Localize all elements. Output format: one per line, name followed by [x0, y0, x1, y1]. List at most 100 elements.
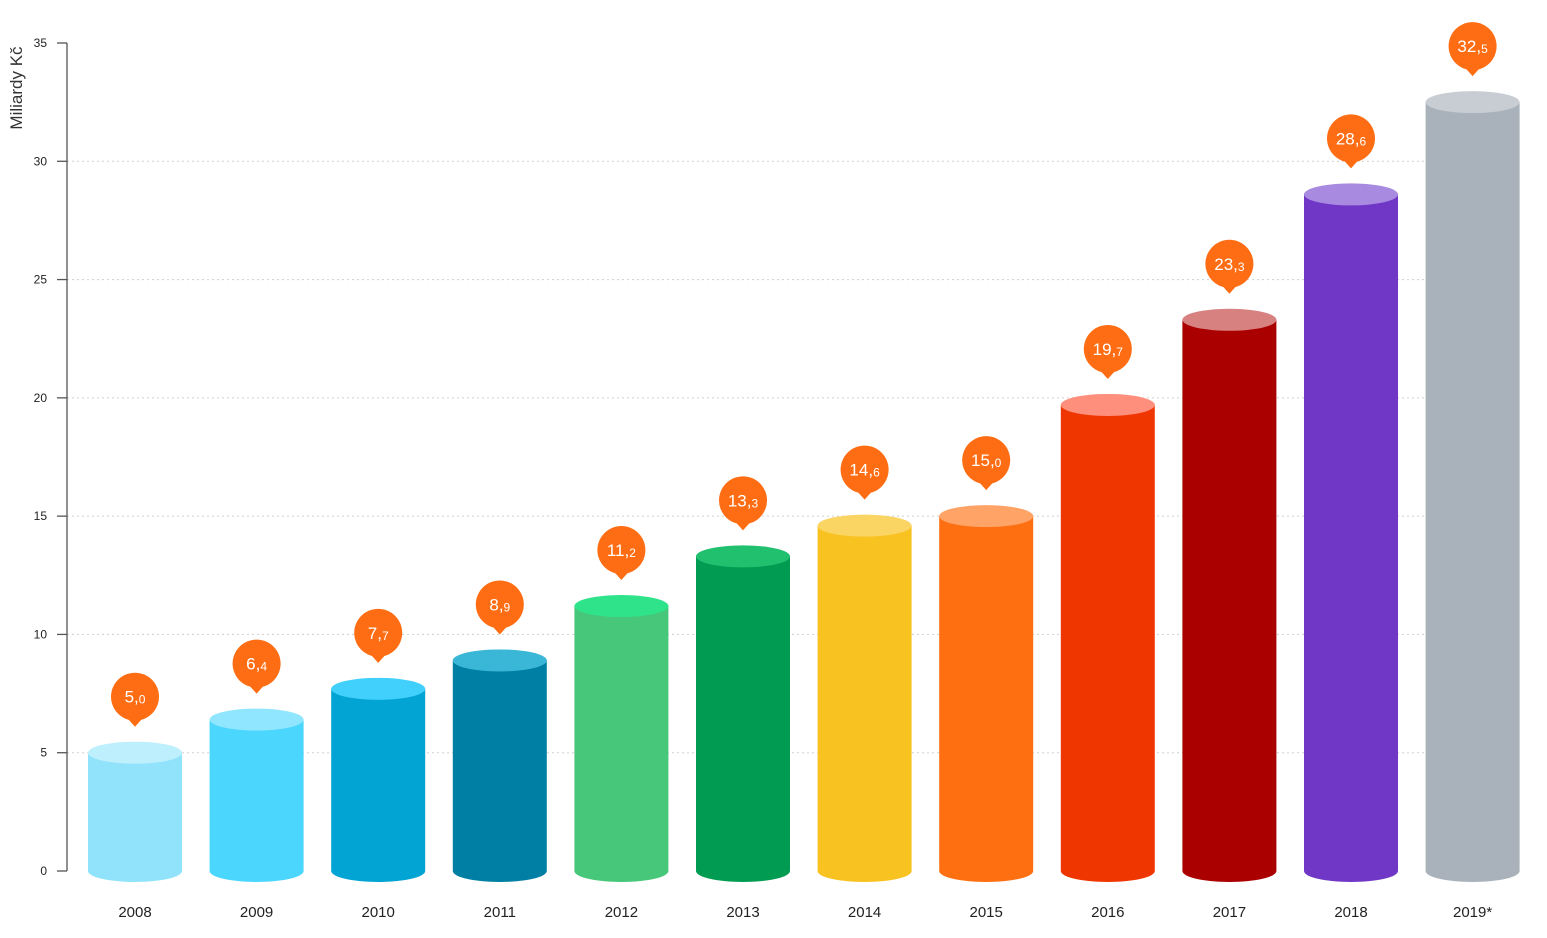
value-label: 14,6: [840, 445, 889, 500]
value-label-whole: 7,: [368, 624, 382, 643]
bar-top: [696, 545, 790, 568]
bar: [88, 741, 182, 882]
bar: [1060, 393, 1155, 883]
value-label-text: 19,7: [1093, 340, 1124, 359]
value-labels: 5,06,47,78,911,213,314,615,019,723,328,6…: [111, 22, 1497, 727]
x-tick-label: 2012: [605, 904, 638, 921]
x-tick-label: 2017: [1213, 904, 1246, 921]
bar: [1304, 183, 1398, 883]
value-label-bubble: [475, 580, 524, 629]
x-tick-label: 2014: [848, 904, 881, 921]
value-label: 8,9: [475, 580, 524, 635]
bar-top: [817, 514, 912, 537]
value-label-decimal: 0: [995, 456, 1002, 470]
value-label: 23,3: [1205, 239, 1254, 294]
value-label-text: 28,6: [1336, 129, 1367, 148]
bar-body: [88, 752, 182, 882]
value-label-text: 13,3: [728, 491, 759, 510]
x-tick-label: 2008: [118, 904, 151, 921]
value-label-text: 14,6: [849, 461, 880, 480]
y-axis: 0 5 10 15 20 25 30 35: [34, 36, 68, 878]
value-label-whole: 6,: [246, 655, 260, 674]
value-label: 5,0: [111, 672, 159, 727]
x-tick-label: 2016: [1091, 904, 1124, 921]
value-label: 15,0: [962, 436, 1011, 491]
value-label-whole: 19,: [1093, 340, 1117, 359]
bar-body: [452, 660, 547, 883]
bar: [1425, 91, 1520, 883]
y-tick-label: 15: [34, 509, 48, 523]
value-label-bubble: [1448, 22, 1497, 71]
bar-body: [1060, 404, 1155, 883]
value-label-decimal: 7: [1116, 345, 1123, 359]
bar-top: [331, 677, 426, 700]
value-label: 11,2: [597, 526, 646, 581]
value-label-whole: 15,: [971, 451, 995, 470]
x-tick-label: 2019*: [1453, 904, 1492, 921]
value-label-decimal: 3: [751, 496, 758, 510]
value-label-whole: 5,: [125, 688, 139, 707]
value-label-text: 32,5: [1457, 37, 1488, 56]
y-tick-label: 35: [34, 36, 48, 50]
value-label-decimal: 6: [873, 466, 880, 480]
value-label-decimal: 2: [629, 546, 636, 560]
value-label-text: 23,3: [1214, 255, 1245, 274]
bar-body: [1425, 102, 1520, 883]
x-tick-label: 2011: [484, 904, 516, 921]
bar-top: [1182, 308, 1277, 331]
bar: [452, 649, 547, 883]
y-tick-label: 25: [34, 273, 48, 287]
bar-body: [574, 606, 669, 883]
bar-body: [939, 516, 1034, 882]
value-label-text: 15,0: [971, 451, 1002, 470]
value-label-bubble: [232, 639, 281, 688]
y-tick-label: 30: [34, 154, 48, 168]
value-label-bubble: [597, 526, 646, 575]
value-label-decimal: 6: [1359, 134, 1366, 148]
value-label-whole: 14,: [849, 461, 873, 480]
value-label-whole: 32,: [1457, 37, 1481, 56]
bar: [696, 545, 790, 882]
value-label-whole: 13,: [728, 491, 752, 510]
x-tick-label: 2015: [970, 904, 1003, 921]
value-label-bubble: [111, 672, 159, 721]
value-label: 28,6: [1327, 114, 1375, 169]
x-tick-label: 2010: [362, 904, 395, 921]
value-label-text: 7,7: [368, 624, 389, 643]
y-tick-label: 20: [34, 391, 48, 405]
value-label-bubble: [719, 476, 767, 525]
value-label-text: 6,4: [246, 655, 267, 674]
x-tick-label: 2018: [1334, 904, 1367, 921]
value-label-text: 11,2: [607, 541, 636, 560]
bar-top: [1304, 183, 1398, 206]
bar: [331, 677, 426, 882]
gridlines: [67, 160, 1522, 754]
bar-top: [1425, 91, 1520, 114]
bars: [88, 91, 1520, 883]
value-label-decimal: 4: [260, 660, 267, 674]
bar: [209, 708, 304, 883]
value-label: 19,7: [1083, 324, 1132, 379]
value-label-whole: 23,: [1214, 255, 1238, 274]
x-axis-labels: 2008 2009 2010 2011 2012 2013 2014 2015 2016 2017…: [118, 904, 1492, 921]
y-tick-label: 0: [40, 864, 47, 878]
value-label-whole: 11,: [607, 541, 629, 560]
x-tick-label: 2009: [240, 904, 273, 921]
value-label-bubble: [1205, 239, 1254, 288]
value-label: 32,5: [1448, 22, 1497, 77]
bar: [817, 514, 912, 883]
bar-body: [1304, 194, 1398, 883]
value-label-bubble: [962, 436, 1011, 485]
value-label-bubble: [1327, 114, 1375, 163]
value-label-decimal: 9: [504, 600, 511, 614]
bar: [939, 505, 1034, 882]
bar-top: [452, 649, 547, 672]
bar: [574, 595, 669, 883]
y-tick-label: 5: [40, 746, 47, 760]
bar: [1182, 308, 1277, 883]
bar-top: [209, 708, 304, 731]
value-label-whole: 8,: [489, 595, 503, 614]
value-label-text: 8,9: [489, 595, 510, 614]
value-label-decimal: 7: [382, 629, 389, 643]
